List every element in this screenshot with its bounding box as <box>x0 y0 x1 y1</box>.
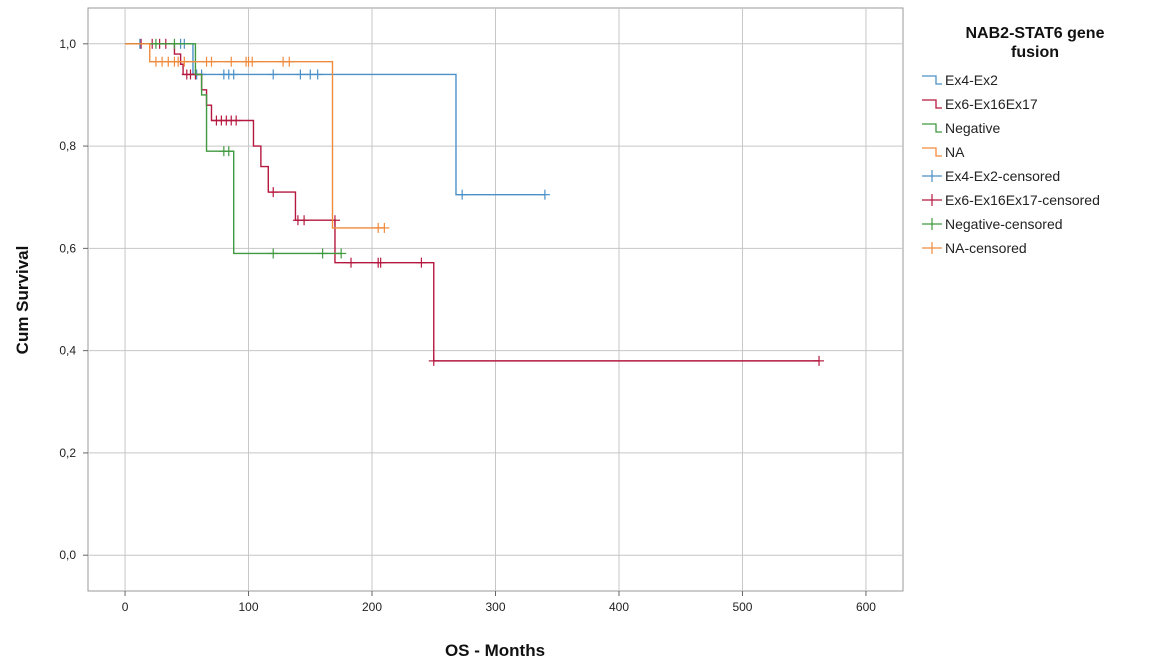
legend-item: NA <box>922 144 965 160</box>
legend-item: Ex6-Ex16Ex17-censored <box>922 192 1100 208</box>
censor-mark-ex4-ex2 <box>457 189 468 200</box>
y-axis-ticks: 0,0 0,2 0,4 0,6 0,8 1,0 <box>59 37 88 562</box>
censor-mark-ex6-ex16ex17 <box>375 257 386 268</box>
grid-lines <box>88 8 903 591</box>
censor-mark-negative <box>336 248 347 259</box>
legend-label: NA-censored <box>945 240 1027 256</box>
legend-title-line-1: NAB2-STAT6 gene <box>966 25 1105 42</box>
survival-curves <box>125 38 825 366</box>
censor-mark-ex4-ex2 <box>228 69 239 80</box>
censor-mark-ex6-ex16ex17 <box>268 187 279 198</box>
legend-swatch-line <box>922 123 942 133</box>
legend-swatch-line <box>922 99 942 109</box>
legend-swatch-line <box>922 147 942 157</box>
series-ex6-ex16ex17 <box>125 38 825 366</box>
legend-label: Ex6-Ex16Ex17-censored <box>945 192 1100 208</box>
censor-mark-ex6-ex16ex17 <box>299 215 310 226</box>
legend-item: Ex6-Ex16Ex17 <box>922 96 1038 112</box>
legend-label: Negative-censored <box>945 216 1063 232</box>
censor-mark-ex6-ex16ex17 <box>428 355 439 366</box>
x-axis-title: OS - Months <box>445 641 545 660</box>
censor-mark-negative <box>169 38 180 49</box>
x-tick-label: 300 <box>485 600 505 614</box>
series-negative <box>125 38 347 259</box>
legend-label: Ex4-Ex2-censored <box>945 168 1060 184</box>
legend-label: NA <box>945 144 965 160</box>
censor-mark-na <box>284 56 295 67</box>
censor-mark-ex4-ex2 <box>268 69 279 80</box>
censor-mark-ex6-ex16ex17 <box>416 257 427 268</box>
legend: NAB2-STAT6 gene fusion Ex4-Ex2 Ex6-Ex16Ex… <box>922 25 1105 256</box>
legend-title-line-2: fusion <box>1011 44 1059 61</box>
censor-mark-na <box>379 222 390 233</box>
x-tick-label: 200 <box>362 600 382 614</box>
censor-mark-negative <box>150 38 161 49</box>
y-axis-title: Cum Survival <box>13 246 32 355</box>
y-tick-label: 0,8 <box>59 139 76 153</box>
x-tick-label: 400 <box>609 600 629 614</box>
censor-mark-na <box>226 56 237 67</box>
censor-mark-na <box>247 56 258 67</box>
censor-mark-na <box>206 56 217 67</box>
x-tick-label: 100 <box>239 600 259 614</box>
legend-item: NA-censored <box>922 240 1027 256</box>
legend-items: Ex4-Ex2 Ex6-Ex16Ex17 Negative NA Ex4-Ex2-cen… <box>922 72 1100 256</box>
y-tick-label: 0,0 <box>59 548 76 562</box>
y-tick-label: 0,4 <box>59 344 76 358</box>
curve-negative <box>125 43 342 255</box>
y-tick-label: 0,6 <box>59 241 76 255</box>
x-tick-label: 500 <box>732 600 752 614</box>
series-na <box>125 43 390 233</box>
censor-mark-na <box>179 56 190 67</box>
legend-item: Ex4-Ex2 <box>922 72 998 88</box>
legend-item: Negative <box>922 120 1000 136</box>
censor-mark-negative <box>223 146 234 157</box>
legend-label: Ex4-Ex2 <box>945 72 998 88</box>
x-axis-ticks: 0 100 200 300 400 500 600 <box>122 591 876 614</box>
censor-mark-ex4-ex2 <box>539 189 550 200</box>
censor-mark-ex4-ex2 <box>295 69 306 80</box>
censor-mark-ex6-ex16ex17 <box>346 257 357 268</box>
x-tick-label: 0 <box>122 600 129 614</box>
legend-item: Negative-censored <box>922 216 1063 232</box>
y-tick-label: 1,0 <box>59 37 76 51</box>
censor-mark-ex4-ex2 <box>312 69 323 80</box>
y-tick-label: 0,2 <box>59 446 76 460</box>
censor-mark-ex6-ex16ex17 <box>814 355 825 366</box>
censor-mark-ex6-ex16ex17 <box>231 115 242 126</box>
censor-mark-negative <box>317 248 328 259</box>
censor-mark-ex6-ex16ex17 <box>329 215 340 226</box>
legend-label: Negative <box>945 120 1000 136</box>
legend-swatch-line <box>922 75 942 85</box>
legend-item: Ex4-Ex2-censored <box>922 168 1060 184</box>
legend-label: Ex6-Ex16Ex17 <box>945 96 1038 112</box>
x-tick-label: 600 <box>856 600 876 614</box>
censor-mark-negative <box>268 248 279 259</box>
